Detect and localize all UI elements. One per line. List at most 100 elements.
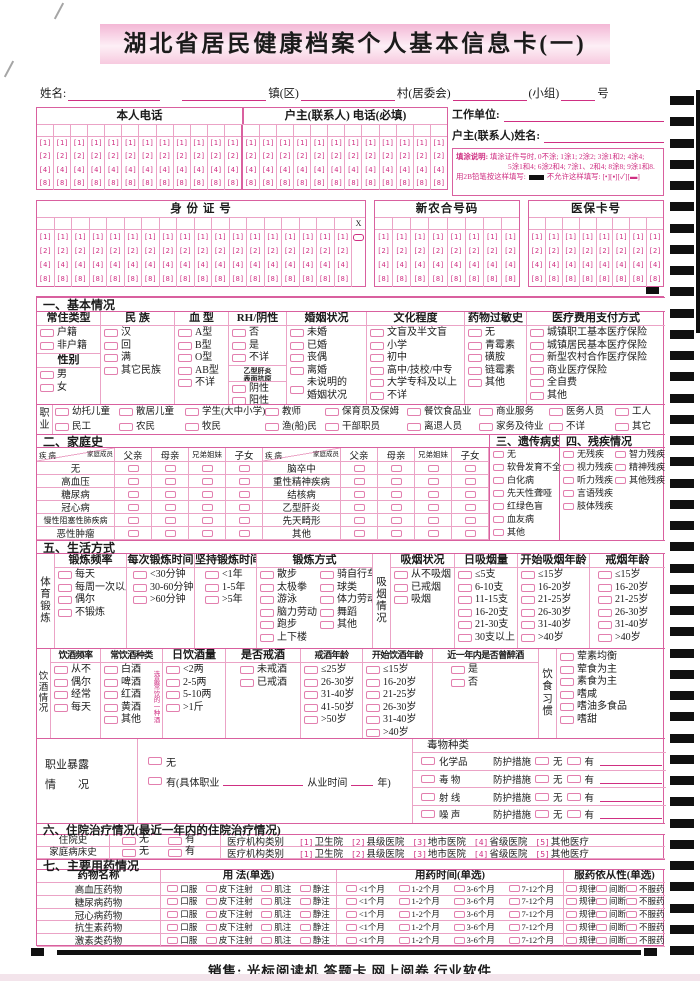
digit-mark[interactable]: [4]: [581, 261, 594, 270]
checkbox-mark[interactable]: [353, 477, 365, 485]
checkbox-mark[interactable]: [178, 379, 192, 388]
checkbox-mark[interactable]: [535, 792, 550, 801]
checkbox-mark[interactable]: [566, 936, 577, 944]
grid-blank-cell[interactable]: [229, 218, 246, 230]
digit-mark[interactable]: [4]: [504, 261, 517, 270]
digit-mark[interactable]: [2]: [73, 246, 87, 255]
digit-mark[interactable]: [8]: [38, 275, 52, 284]
checkbox-mark[interactable]: [458, 583, 472, 592]
grid-blank-cell[interactable]: [501, 218, 519, 230]
checkbox-mark[interactable]: [549, 423, 563, 431]
digit-mark[interactable]: [4]: [467, 261, 481, 270]
grid-blank-cell[interactable]: [311, 125, 328, 137]
name-blank[interactable]: [68, 88, 161, 101]
checkbox-mark[interactable]: [508, 923, 520, 931]
checkbox-mark[interactable]: [201, 529, 213, 537]
checkbox-mark[interactable]: [468, 354, 482, 363]
checkbox-mark[interactable]: [468, 379, 482, 388]
digit-mark[interactable]: [4]: [178, 261, 192, 270]
checkbox-mark[interactable]: [407, 423, 421, 431]
checkbox-mark[interactable]: [325, 408, 339, 416]
digit-mark[interactable]: [2]: [192, 152, 206, 161]
digit-mark[interactable]: [8]: [283, 275, 297, 284]
digit-mark[interactable]: [8]: [126, 275, 140, 284]
digit-mark[interactable]: [1]: [530, 232, 544, 241]
checkbox-mark[interactable]: [626, 898, 638, 906]
digit-mark[interactable]: [1]: [377, 232, 390, 241]
checkbox-mark[interactable]: [54, 678, 68, 687]
checkbox-mark[interactable]: [508, 885, 520, 893]
grid-blank-cell[interactable]: [545, 218, 562, 230]
digit-mark[interactable]: [2]: [175, 152, 188, 161]
checkbox-mark[interactable]: [370, 391, 384, 400]
digit-mark[interactable]: [1]: [467, 232, 481, 241]
digit-mark[interactable]: [8]: [89, 178, 103, 187]
checkbox-mark[interactable]: [133, 596, 147, 605]
digit-mark[interactable]: [4]: [381, 165, 394, 174]
digit-mark[interactable]: [2]: [432, 152, 446, 161]
digit-mark[interactable]: [4]: [432, 165, 446, 174]
digit-mark[interactable]: [1]: [213, 232, 227, 241]
checkbox-mark[interactable]: [596, 923, 608, 931]
checkbox-mark[interactable]: [260, 596, 274, 605]
checkbox-mark[interactable]: [566, 792, 581, 801]
digit-mark[interactable]: [8]: [432, 178, 446, 187]
digit-mark[interactable]: [1]: [226, 139, 240, 148]
digit-mark[interactable]: [2]: [377, 246, 390, 255]
checkbox-mark[interactable]: [615, 423, 629, 431]
digit-mark[interactable]: [1]: [143, 232, 157, 241]
grid-blank-cell[interactable]: [317, 218, 334, 230]
checkbox-mark[interactable]: [148, 757, 162, 765]
digit-mark[interactable]: [4]: [161, 261, 175, 270]
digit-mark[interactable]: [8]: [91, 275, 105, 284]
digit-mark[interactable]: [8]: [648, 275, 662, 284]
checkbox-mark[interactable]: [560, 678, 574, 687]
checkbox-mark[interactable]: [167, 936, 179, 944]
digit-mark[interactable]: [2]: [395, 246, 409, 255]
checkbox-mark[interactable]: [398, 898, 410, 906]
digit-mark[interactable]: [1]: [231, 232, 245, 241]
checkbox-mark[interactable]: [453, 885, 465, 893]
digit-mark[interactable]: [2]: [108, 246, 122, 255]
checkbox-mark[interactable]: [238, 477, 250, 485]
digit-mark[interactable]: [8]: [192, 178, 206, 187]
checkbox-mark[interactable]: [265, 408, 279, 416]
checkbox-mark[interactable]: [596, 898, 608, 906]
digit-mark[interactable]: [4]: [141, 165, 154, 174]
digit-mark[interactable]: [1]: [56, 232, 70, 241]
digit-mark[interactable]: [2]: [318, 246, 332, 255]
checkbox-mark[interactable]: [521, 633, 535, 642]
digit-mark[interactable]: [2]: [38, 246, 52, 255]
digit-mark[interactable]: [4]: [124, 165, 137, 174]
checkbox-mark[interactable]: [122, 848, 136, 857]
digit-mark[interactable]: [4]: [547, 261, 561, 270]
digit-mark[interactable]: [2]: [55, 152, 69, 161]
checkbox-mark[interactable]: [164, 516, 176, 524]
checkbox-mark[interactable]: [164, 529, 176, 537]
checkbox-mark[interactable]: [464, 477, 476, 485]
grid-blank-cell[interactable]: [224, 125, 241, 137]
digit-mark[interactable]: [1]: [107, 139, 120, 148]
digit-mark[interactable]: [2]: [504, 246, 517, 255]
town-blank[interactable]: [182, 88, 267, 101]
digit-mark[interactable]: [2]: [398, 152, 411, 161]
checkbox-mark[interactable]: [127, 477, 139, 485]
digit-mark[interactable]: [2]: [107, 152, 120, 161]
checkbox-mark[interactable]: [54, 666, 68, 675]
digit-mark[interactable]: [8]: [398, 178, 411, 187]
digit-mark[interactable]: [2]: [614, 246, 628, 255]
grid-blank-cell[interactable]: [294, 125, 311, 137]
checkbox-mark[interactable]: [566, 757, 581, 766]
checkbox-mark[interactable]: [104, 341, 118, 350]
checkbox-mark[interactable]: [232, 341, 246, 350]
checkbox-mark[interactable]: [453, 911, 465, 918]
digit-mark[interactable]: [4]: [312, 165, 326, 174]
digit-mark[interactable]: [8]: [336, 275, 350, 284]
checkbox-mark[interactable]: [493, 503, 504, 510]
checkbox-mark[interactable]: [290, 329, 304, 338]
checkbox-mark[interactable]: [493, 464, 504, 471]
checkbox-mark[interactable]: [232, 329, 246, 338]
checkbox-mark[interactable]: [232, 384, 246, 393]
grid-blank-cell[interactable]: [71, 125, 88, 137]
checkbox-mark[interactable]: [205, 923, 217, 931]
